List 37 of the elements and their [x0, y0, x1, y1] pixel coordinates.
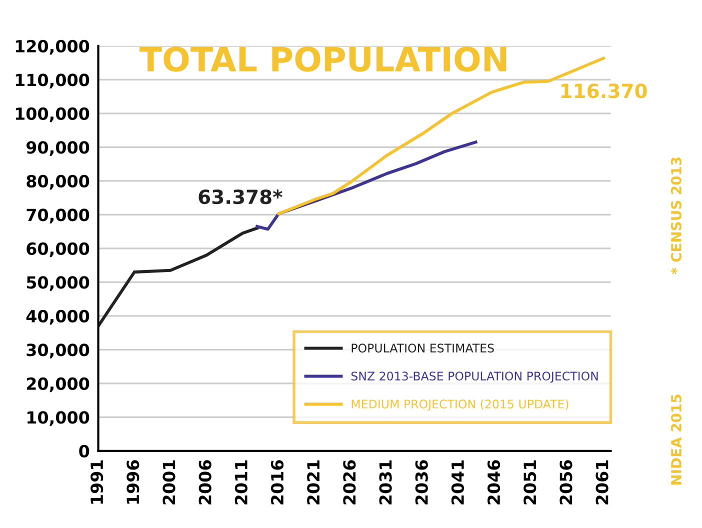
x-tick-label: 2006: [198, 460, 212, 504]
x-tick-label: 2031: [379, 460, 392, 504]
y-tick-label: 80,000: [26, 174, 90, 190]
x-tick-label: 2036: [415, 460, 428, 504]
annotation: 116.370: [561, 84, 647, 98]
x-tick-label: 2001: [162, 460, 176, 504]
x-tick-label: 2011: [234, 460, 248, 504]
x-tick-label: 2051: [524, 460, 536, 504]
legend-label: POPULATION ESTIMATES: [352, 344, 494, 353]
x-tick-label: 2046: [487, 460, 500, 504]
x-tick-label: 2021: [307, 460, 320, 504]
y-tick-label: 20,000: [26, 377, 90, 392]
legend-label: SNZ 2013-BASE POPULATION PROJECTION: [351, 372, 598, 383]
line-series: [98, 226, 259, 328]
y-tick-label: 100,000: [16, 107, 90, 122]
x-tick-label: 2061: [596, 460, 608, 504]
legend-label: MEDIUM PROJECTION (2015 UPDATE): [352, 399, 568, 411]
text: NIDEA 2015: [670, 394, 682, 484]
text: * CENSUS 2013: [670, 157, 682, 274]
y-tick-label: 30,000: [26, 344, 90, 358]
x-tick-label: 1996: [126, 460, 140, 504]
x-tick-label: 2056: [560, 460, 572, 504]
x-tick-label: 2026: [343, 460, 356, 504]
y-tick-label: 90,000: [26, 141, 90, 156]
annotation: 63.378*: [198, 189, 282, 204]
y-tick-label: 60,000: [26, 242, 90, 258]
chart-title: TOTAL POPULATION: [139, 46, 506, 72]
y-tick-label: 120,000: [16, 40, 90, 55]
y-tick-label: 40,000: [26, 310, 90, 325]
x-tick-label: 1991: [90, 460, 104, 504]
x-tick-label: 2041: [451, 460, 464, 504]
y-tick-label: 70,000: [26, 208, 90, 224]
y-tick-label: 50,000: [26, 276, 90, 291]
y-tick-label: 110,000: [16, 74, 90, 88]
y-tick-label: 10,000: [28, 411, 90, 426]
x-tick-label: 2016: [270, 460, 284, 504]
y-tick-label: 0: [79, 444, 90, 458]
